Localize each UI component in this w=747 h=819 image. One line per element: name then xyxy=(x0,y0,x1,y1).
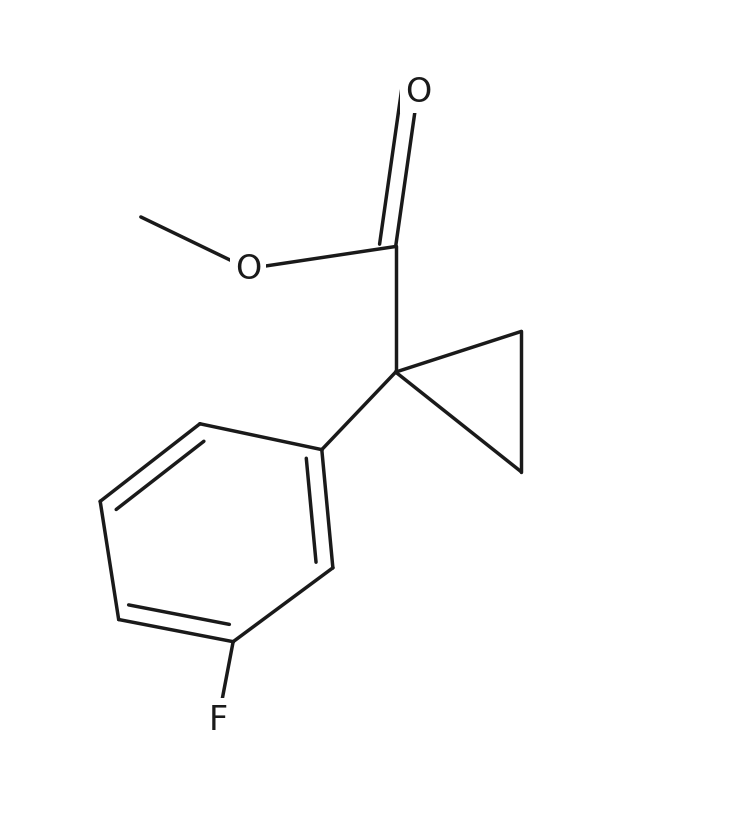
Text: O: O xyxy=(405,76,431,109)
Text: F: F xyxy=(208,703,228,735)
Text: O: O xyxy=(235,253,261,286)
